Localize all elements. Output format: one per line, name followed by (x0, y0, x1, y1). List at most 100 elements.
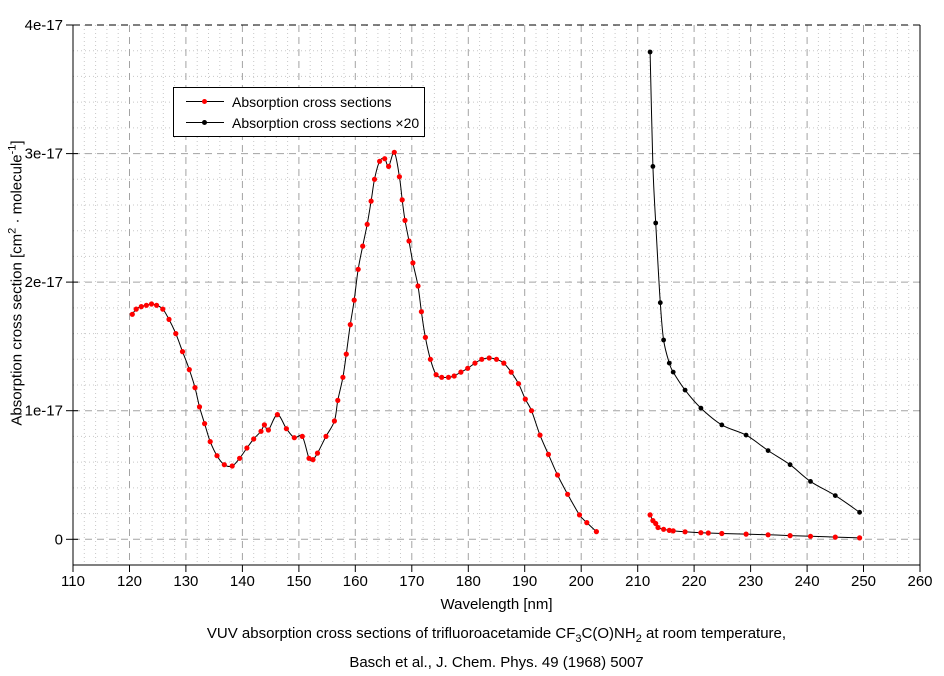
data-point-marker (545, 451, 552, 457)
tick-label: 200 (569, 573, 594, 590)
data-point-marker (173, 331, 179, 337)
tick-label: 130 (173, 573, 198, 590)
data-point-marker (647, 512, 653, 518)
data-point-marker (283, 426, 289, 432)
data-point-marker (515, 381, 522, 387)
data-point-marker (229, 463, 235, 469)
data-point-marker (160, 306, 166, 312)
data-point-marker (138, 304, 144, 310)
data-point-marker (331, 418, 337, 424)
data-point-marker (410, 260, 416, 266)
tick-label: 110 (61, 573, 85, 590)
data-point-marker (207, 439, 213, 445)
data-point-marker (355, 266, 361, 272)
data-point-marker (154, 302, 160, 308)
series-line (649, 514, 860, 539)
data-point-marker (371, 176, 378, 182)
data-point-marker (493, 356, 500, 362)
data-point-marker (666, 360, 672, 366)
tick-label: 250 (851, 573, 876, 590)
data-point-marker (323, 433, 329, 439)
data-point-marker (458, 369, 464, 375)
data-point-marker (807, 533, 814, 539)
data-point-marker (666, 527, 672, 534)
data-point-marker (584, 520, 590, 526)
data-point-marker (719, 422, 725, 428)
data-point-marker (650, 164, 656, 169)
data-point-marker (743, 432, 749, 438)
tick-label: 0 (55, 531, 63, 548)
caption: VUV absorption cross sections of trifluo… (73, 622, 920, 675)
data-point-marker (340, 374, 346, 380)
data-point-marker (422, 334, 428, 340)
data-point-marker (258, 428, 264, 434)
tick-label: 170 (399, 573, 424, 590)
caption-line1-post: at room temperature, (641, 625, 787, 642)
data-point-marker (593, 529, 600, 535)
data-point-marker (508, 369, 514, 375)
data-point-marker (655, 524, 661, 531)
data-point-marker (244, 445, 250, 451)
data-point-marker (406, 238, 412, 244)
data-point-marker (743, 531, 749, 537)
data-point-marker (402, 217, 408, 223)
data-point-marker (415, 283, 421, 289)
data-point-marker (565, 491, 571, 497)
data-point-marker (166, 316, 172, 322)
data-point-marker (765, 532, 771, 538)
data-point-marker (382, 156, 388, 162)
data-point-marker (787, 462, 793, 468)
data-point-marker (501, 360, 507, 366)
series-absorption-x20 (647, 49, 862, 515)
data-point-marker (657, 300, 663, 306)
data-point-marker (299, 433, 305, 439)
series-line (131, 151, 597, 532)
tick-label: 190 (512, 573, 537, 590)
data-point-marker (265, 427, 271, 433)
series-line (649, 51, 860, 513)
caption-line1-mid: C(O)NH (581, 625, 636, 642)
tick-label: 1e-17 (25, 403, 63, 420)
y-axis-title-mid: · molecule (8, 154, 26, 228)
data-point-marker (386, 163, 392, 169)
data-point-marker (274, 412, 280, 418)
legend-sample-line-black (186, 118, 224, 127)
data-point-marker (343, 351, 349, 357)
data-point-marker (351, 297, 357, 303)
caption-sub-2: 2 (635, 633, 642, 645)
data-point-marker (554, 472, 561, 478)
tick-label: 120 (117, 573, 142, 590)
tick-label: 2e-17 (25, 274, 63, 291)
y-tick-labels: 0 1e-17 2e-17 3e-17 4e-17 (25, 17, 63, 548)
data-point-marker (202, 421, 208, 427)
data-point-marker (186, 367, 192, 373)
data-point-marker (653, 520, 659, 527)
data-point-marker (719, 530, 725, 537)
y-axis-title-sup-2: 2 (6, 227, 19, 234)
data-point-marker (787, 533, 793, 539)
data-point-marker (682, 529, 688, 535)
tick-label: 230 (738, 573, 763, 590)
data-point-marker (705, 530, 711, 536)
data-point-marker (214, 453, 220, 459)
data-point-marker (537, 432, 543, 438)
data-point-marker (528, 408, 535, 414)
data-point-marker (391, 149, 397, 155)
tick-label: 210 (625, 573, 650, 590)
data-point-marker (670, 528, 676, 534)
data-point-marker (360, 243, 366, 249)
data-point-marker (445, 374, 452, 380)
y-axis-title-post: ] (8, 140, 26, 145)
data-point-marker (451, 373, 457, 379)
data-point-marker (832, 534, 838, 540)
tick-label: 180 (456, 573, 481, 590)
data-point-marker (465, 365, 471, 371)
tick-label: 260 (907, 573, 932, 590)
data-point-marker (129, 311, 135, 317)
data-point-marker (192, 385, 198, 391)
data-point-marker (179, 349, 186, 355)
data-point-marker (698, 530, 704, 536)
data-point-marker (472, 360, 478, 366)
data-point-marker (427, 356, 433, 362)
data-point-marker (306, 455, 312, 461)
